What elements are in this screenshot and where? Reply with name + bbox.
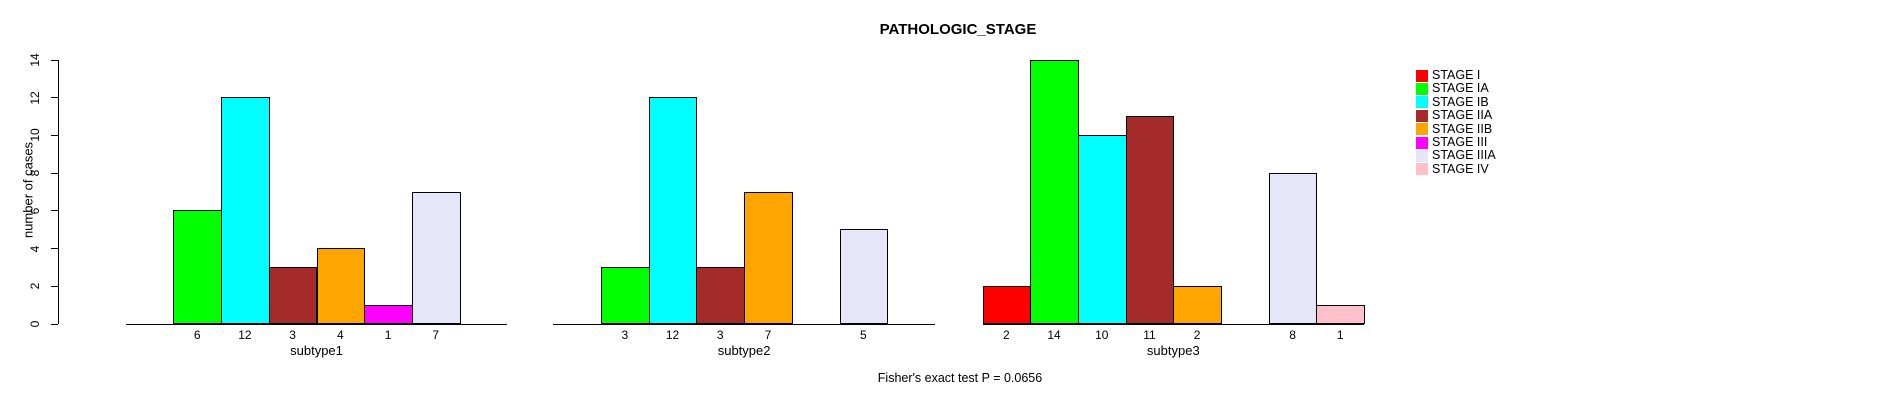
y-tick-label: 0 [28, 320, 42, 328]
legend-item-stage-iv: STAGE IV [1416, 161, 1489, 176]
legend-item-stage-i: STAGE I [1416, 69, 1480, 82]
legend-label: STAGE IV [1432, 161, 1489, 176]
bar-subtype1-stage-iiia [411, 191, 461, 325]
legend-swatch-stage-ib [1416, 96, 1428, 109]
bar-subtype1-stage-ia [173, 210, 223, 325]
y-axis-line [58, 59, 59, 325]
legend-label: STAGE III [1432, 135, 1488, 149]
y-tick-label: 4 [28, 245, 42, 252]
subtype-label-subtype2: subtype2 [717, 343, 771, 358]
legend-label: STAGE IIB [1432, 121, 1493, 136]
y-tick-mark [51, 97, 58, 99]
bar-subtype2-stage-iib [744, 191, 793, 325]
legend-item-stage-iii: STAGE III [1416, 136, 1487, 149]
y-tick-mark [51, 172, 58, 174]
bar-subtype3-stage-iib [1173, 285, 1222, 325]
legend-swatch-stage-iii [1416, 136, 1428, 149]
chart-title: PATHOLOGIC_STAGE [879, 21, 1037, 38]
y-tick-mark [51, 59, 58, 61]
y-tick-label: 8 [28, 169, 42, 177]
bar-count-label: 1 [384, 327, 392, 342]
y-tick-label: 12 [28, 91, 42, 105]
legend-label: STAGE IIA [1432, 108, 1493, 123]
bar-count-label: 5 [860, 327, 867, 342]
legend-swatch-stage-iiia [1416, 149, 1428, 162]
bar-subtype3-stage-iv [1316, 304, 1366, 325]
legend-label: STAGE IB [1432, 94, 1489, 109]
y-tick-label: 10 [28, 128, 42, 143]
bar-subtype1-stage-iia [268, 266, 318, 325]
y-tick-mark [51, 323, 58, 325]
bar-subtype1-stage-ib [221, 97, 270, 325]
bar-count-label: 3 [621, 327, 629, 342]
legend-item-stage-ib: STAGE IB [1416, 94, 1489, 109]
bar-count-label: 1 [1336, 327, 1344, 342]
legend-swatch-stage-iia [1416, 109, 1428, 122]
y-tick-mark [51, 248, 58, 250]
bar-subtype2-stage-ib [648, 97, 698, 325]
bar-count-label: 12 [665, 327, 680, 342]
bar-subtype3-stage-i [982, 285, 1032, 325]
bar-count-label: 14 [1047, 327, 1061, 342]
subtype-label-subtype1: subtype1 [290, 343, 343, 358]
y-tick-mark [51, 285, 58, 287]
bar-count-label: 3 [716, 327, 724, 342]
bar-count-label: 11 [1143, 327, 1156, 342]
bar-subtype3-stage-ia [1030, 59, 1079, 325]
legend-item-stage-iib: STAGE IIB [1416, 121, 1493, 136]
bar-subtype3-stage-iiia [1268, 172, 1318, 325]
legend-label: STAGE I [1432, 68, 1481, 82]
bar-subtype1-stage-iib [316, 248, 366, 325]
legend-item-stage-iiia: STAGE IIIA [1416, 149, 1496, 162]
legend-item-stage-iia: STAGE IIA [1416, 109, 1492, 122]
bar-subtype3-stage-iia [1125, 116, 1175, 325]
bar-count-label: 4 [337, 327, 344, 342]
y-tick-label: 6 [28, 207, 42, 215]
fisher-test-note: Fisher's exact test P = 0.0656 [877, 371, 1043, 385]
bar-count-label: 3 [289, 327, 296, 342]
bar-subtype1-stage-iii [364, 304, 413, 325]
legend-swatch-stage-iv [1416, 163, 1428, 176]
bar-count-label: 6 [193, 327, 201, 342]
bar-count-label: 7 [764, 327, 772, 342]
bar-count-label: 12 [238, 327, 252, 342]
subtype-label-subtype3: subtype3 [1146, 343, 1200, 358]
bar-count-label: 7 [432, 327, 440, 342]
legend-swatch-stage-iib [1416, 123, 1428, 136]
y-tick-label: 14 [28, 53, 42, 67]
y-tick-label: 2 [28, 282, 42, 290]
bar-count-label: 2 [1003, 327, 1010, 342]
bar-subtype2-stage-ia [601, 266, 650, 325]
legend-label: STAGE IIIA [1432, 148, 1496, 163]
legend-swatch-stage-i [1416, 69, 1428, 82]
legend-swatch-stage-ia [1416, 82, 1428, 95]
legend-item-stage-ia: STAGE IA [1416, 82, 1489, 95]
bar-count-label: 2 [1193, 327, 1201, 342]
bar-count-label: 10 [1095, 327, 1109, 342]
bar-count-label: 8 [1289, 327, 1296, 342]
bar-subtype2-stage-iiia [839, 229, 889, 325]
bar-subtype3-stage-ib [1077, 134, 1127, 325]
y-tick-mark [51, 134, 58, 136]
legend-label: STAGE IA [1432, 81, 1489, 96]
y-axis-title: number of cases [20, 141, 36, 239]
bar-subtype2-stage-iia [696, 266, 746, 325]
y-tick-mark [51, 210, 58, 212]
